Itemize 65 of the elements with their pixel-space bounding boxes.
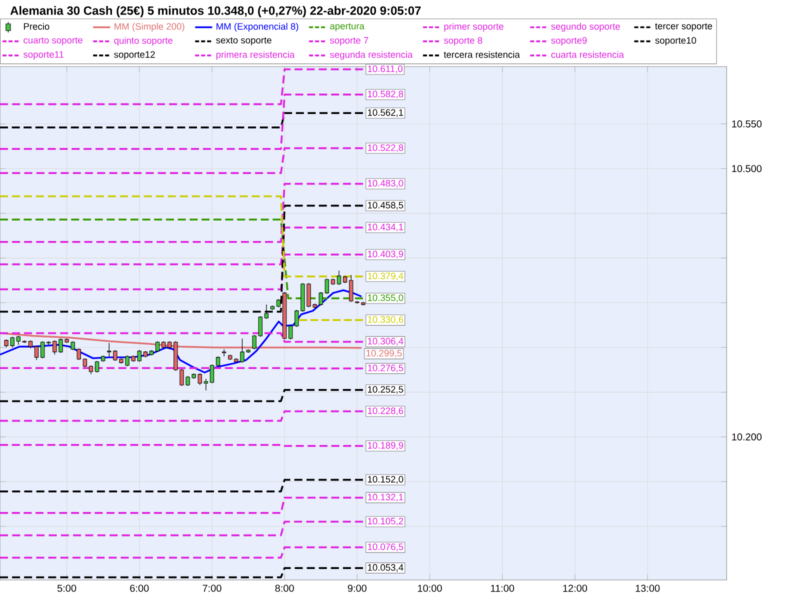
candlestick — [324, 278, 329, 294]
data-label: 10.276,5 — [368, 364, 404, 372]
chart-title: Alemania 30 Cash (25€) 5 minutos 10.348,0 (+0,27%) 22-abr-2020 9:05:07 — [10, 6, 421, 18]
data-label: 10.189,9 — [368, 442, 404, 450]
data-label: 10.306,4 — [368, 338, 404, 346]
x-tick-label: 12:00 — [563, 584, 588, 592]
legend-label: MM (Simple 200) — [114, 22, 184, 32]
legend-label: MM (Exponencial 8) — [216, 22, 298, 32]
y-tick-label: 10.500 — [732, 165, 762, 172]
legend-label: cuarta resistencia — [551, 51, 624, 58]
legend-label: primer soporte — [444, 22, 504, 32]
legend-label: soporte 7 — [330, 37, 368, 46]
data-label: 10.076,5 — [368, 544, 404, 552]
candlestick — [40, 340, 45, 359]
candlestick — [210, 364, 214, 384]
x-tick-label: 9:00 — [348, 584, 366, 592]
data-label: 10.053,4 — [368, 564, 404, 572]
legend-label: tercer soporte — [655, 23, 712, 32]
data-label: 10.228,6 — [368, 407, 404, 416]
x-tick-label: 13:00 — [636, 584, 660, 592]
legend-label: soporte10 — [655, 37, 696, 46]
data-label: 10.379,4 — [368, 272, 404, 280]
candlestick — [349, 274, 354, 302]
y-tick-label: 10.200 — [732, 433, 762, 440]
x-tick-label: 11:00 — [490, 584, 514, 592]
data-label: 10.252,5 — [368, 386, 404, 394]
legend-label: quinto soporte — [114, 36, 173, 46]
x-tick-label: 5:00 — [57, 584, 76, 592]
x-tick-label: 6:00 — [130, 584, 149, 592]
data-label: 10.330,6 — [368, 316, 404, 324]
data-label: 10.562,1 — [368, 109, 404, 117]
legend-label: soporte11 — [23, 51, 64, 60]
data-label: 10.132,1 — [368, 494, 404, 502]
legend-label: apertura — [330, 23, 364, 32]
data-label: 10.299,5 — [366, 350, 402, 358]
legend-label: tercera resistencia — [444, 51, 520, 58]
legend-label: soporte 8 — [444, 37, 482, 46]
legend-label: segundo soporte — [551, 22, 620, 32]
data-label: 10.152,0 — [368, 476, 404, 484]
candlestick — [155, 340, 160, 352]
data-label: 10.483,0 — [368, 180, 404, 188]
legend-label: soporte12 — [114, 51, 155, 60]
candlestick — [216, 356, 220, 367]
data-label: 10.105,2 — [368, 518, 404, 526]
legend-label: Precio — [24, 22, 50, 30]
y-tick-label: 10.550 — [732, 120, 762, 128]
x-tick-label: 10:00 — [418, 584, 442, 592]
data-label: 10.403,9 — [368, 250, 404, 258]
candlestick — [34, 345, 39, 360]
x-tick-label: 8:00 — [275, 584, 294, 592]
data-label: 10.522,8 — [368, 144, 404, 152]
candlestick — [204, 378, 208, 391]
candlestick — [94, 360, 100, 373]
data-label: 10.355,0 — [368, 294, 404, 302]
legend-label: segunda resistencia — [330, 51, 413, 60]
data-label: 10.434,1 — [368, 224, 404, 232]
legend-label: soporte9 — [551, 37, 587, 46]
data-label: 10.611,0 — [368, 66, 403, 74]
legend-label: sexto soporte — [216, 37, 272, 46]
x-tick-label: 7:00 — [202, 584, 222, 592]
candlestick — [336, 270, 342, 286]
data-label: 10.458,5 — [368, 202, 404, 210]
legend-label: primera resistencia — [216, 51, 295, 60]
legend-label: cuarto soporte — [24, 37, 82, 46]
data-label: 10.582,8 — [368, 90, 404, 98]
